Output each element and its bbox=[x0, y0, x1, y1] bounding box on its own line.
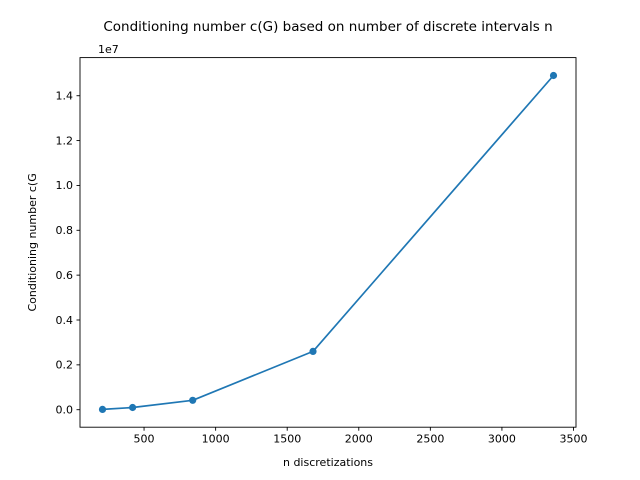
data-point-marker bbox=[98, 405, 107, 413]
y-tick-label: 0.4 bbox=[56, 314, 74, 327]
data-point-marker bbox=[309, 347, 317, 355]
x-axis-label: n discretizations bbox=[283, 456, 373, 469]
y-tick-label: 1.4 bbox=[56, 90, 74, 103]
data-point-marker bbox=[129, 403, 137, 412]
x-tick-label: 2500 bbox=[416, 433, 444, 446]
y-tick-label: 0.0 bbox=[56, 404, 74, 417]
data-series-layer bbox=[98, 71, 558, 413]
y-tick-label: 0.2 bbox=[56, 359, 74, 372]
plot-area bbox=[79, 57, 577, 428]
x-tick-label: 3000 bbox=[488, 433, 516, 446]
y-tick-label: 1.0 bbox=[56, 179, 74, 192]
chart-title: Conditioning number c(G) based on number… bbox=[103, 19, 552, 35]
y-tick-label: 0.8 bbox=[56, 224, 74, 237]
x-tick-label: 500 bbox=[134, 433, 155, 446]
x-tick-label: 1000 bbox=[202, 433, 230, 446]
y-tick-label: 1.2 bbox=[56, 134, 74, 147]
x-tick-label: 1500 bbox=[273, 433, 301, 446]
x-tick-label: 2000 bbox=[345, 433, 373, 446]
y-axis-label: Conditioning number c(G bbox=[26, 173, 39, 311]
y-tick-label: 0.6 bbox=[56, 269, 74, 282]
x-tick-label: 3500 bbox=[559, 433, 587, 446]
y-axis-offset-label: 1e7 bbox=[98, 43, 119, 56]
data-point-marker bbox=[189, 396, 197, 404]
data-point-marker bbox=[549, 71, 558, 80]
